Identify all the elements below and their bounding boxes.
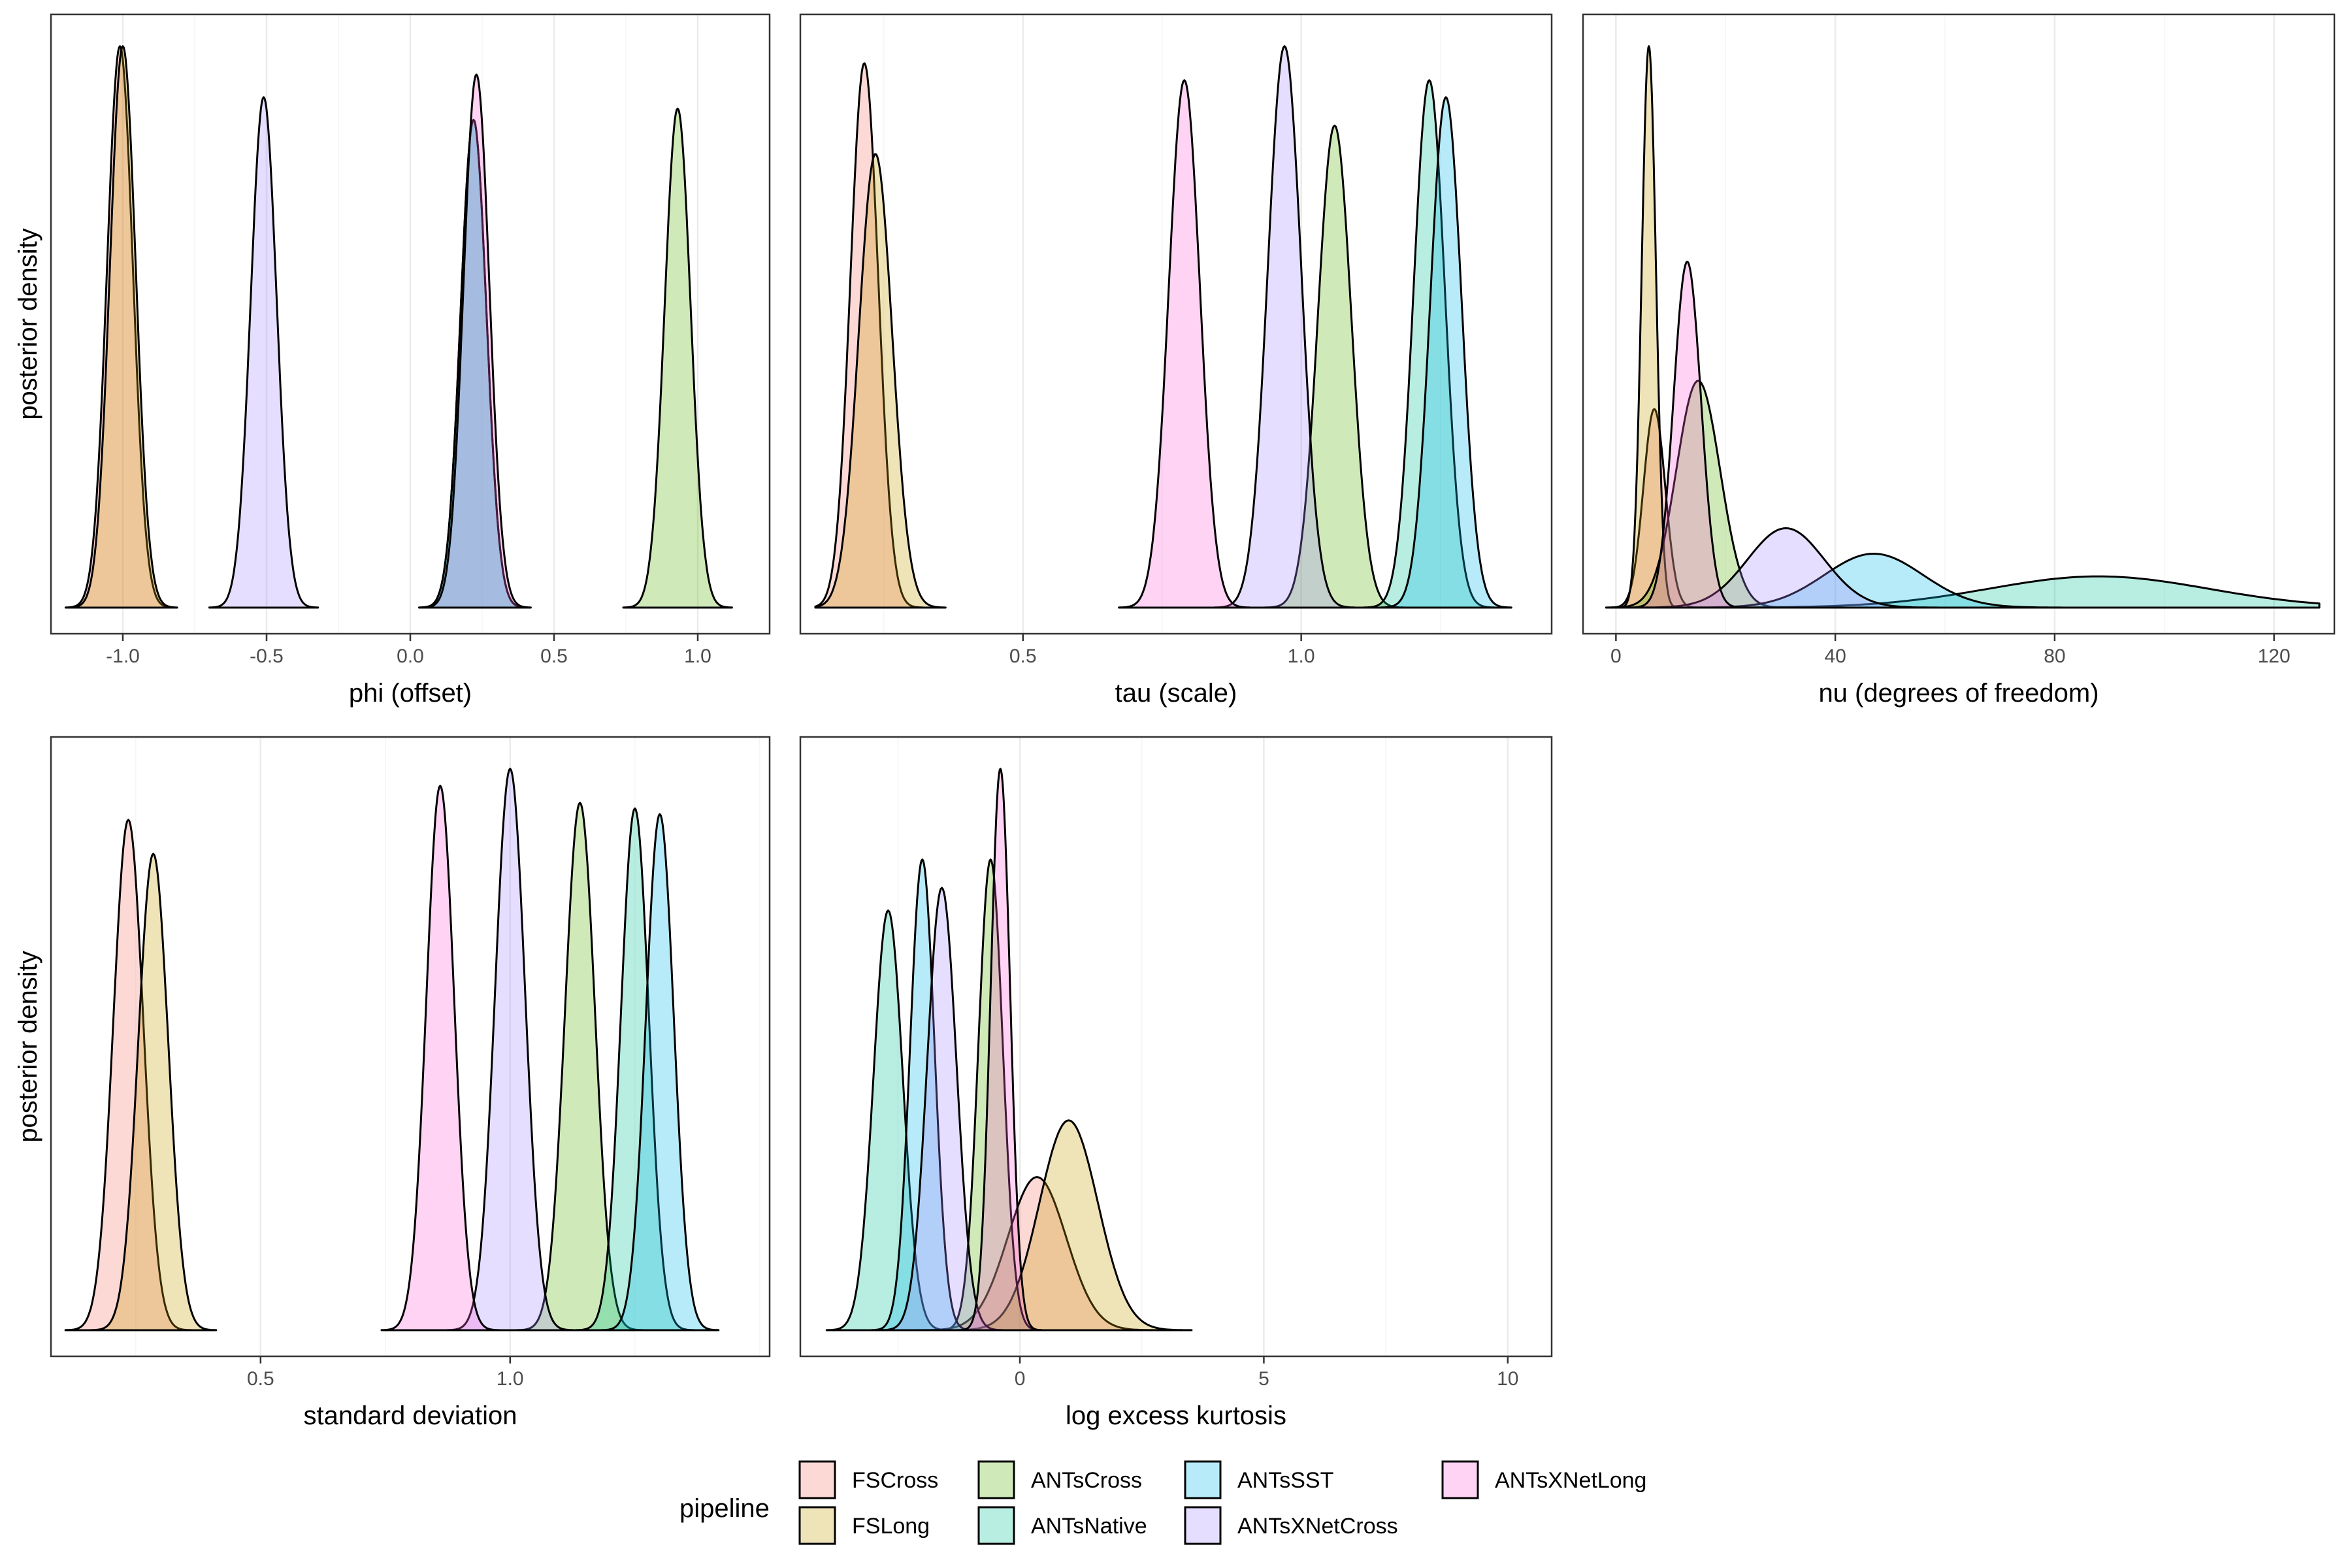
- density-ANTsXNetLong: [380, 785, 500, 1331]
- density-ANTsXNetCross: [879, 887, 1005, 1331]
- legend-key-background: [1184, 1506, 1222, 1545]
- density-ANTsXNetLong: [958, 768, 1043, 1331]
- x-tick-label: 1.0: [1288, 645, 1315, 667]
- legend-item-FSCross: FSCross: [798, 1460, 938, 1499]
- density-FSLong: [67, 45, 178, 609]
- x-tick-label: 40: [1824, 645, 1846, 667]
- panel-kurtosis: 0 5 10 log excess kurtosis: [799, 736, 1553, 1430]
- x-tick-label: 0.5: [1009, 645, 1037, 667]
- x-tick-label: 1.0: [684, 645, 711, 667]
- x-tick-label: 0.5: [247, 1368, 274, 1390]
- x-tick-label: 10: [1497, 1368, 1518, 1390]
- legend: pipeline FSCross FSLong ANTsCross ANTsNativ…: [679, 1460, 1646, 1545]
- density-FSLong: [89, 853, 218, 1331]
- density-ANTsXNetCross: [1213, 45, 1356, 609]
- density-ANTsCross: [516, 802, 644, 1331]
- legend-item-ANTsCross: ANTsCross: [977, 1460, 1142, 1499]
- density-ANTsCross: [622, 107, 733, 609]
- density-ANTsNative: [575, 807, 695, 1331]
- density-ANTsSST: [418, 119, 529, 609]
- legend-key-background: [798, 1506, 836, 1545]
- density-FSCross: [64, 819, 193, 1331]
- density-FSLong: [814, 153, 947, 609]
- density-ANTsXNetCross: [1624, 527, 1948, 609]
- legend-label: FSCross: [852, 1468, 938, 1493]
- legend-swatch: [1441, 1460, 1479, 1499]
- legend-swatch: [977, 1460, 1015, 1499]
- legend-item-ANTsXNetLong: ANTsXNetLong: [1441, 1460, 1646, 1499]
- panel-background: [800, 737, 1552, 1356]
- legend-key-background: [977, 1506, 1015, 1545]
- density-ANTsSST: [870, 858, 975, 1331]
- x-tick-label: -1.0: [106, 645, 140, 667]
- x-axis-title: standard deviation: [304, 1401, 517, 1430]
- x-axis-title: log excess kurtosis: [1066, 1401, 1286, 1430]
- legend-items: FSCross FSLong ANTsCross ANTsNative ANTsSST A…: [798, 1460, 1646, 1545]
- y-axis-title: posterior density: [14, 951, 42, 1142]
- density-ANTsXNetLong: [421, 73, 532, 609]
- legend-item-ANTsSST: ANTsSST: [1184, 1460, 1333, 1499]
- density-FSCross: [913, 1176, 1161, 1331]
- legend-key-background: [977, 1460, 1015, 1499]
- panel-nu: 0 40 80 120 nu (degrees of freedom): [1582, 13, 2336, 708]
- x-tick-label: 120: [2258, 645, 2291, 667]
- panel-border: [799, 13, 1553, 635]
- x-tick-label: -0.5: [250, 645, 284, 667]
- density-ANTsXNetLong: [1628, 261, 1746, 609]
- panel-border: [799, 736, 1553, 1358]
- legend-label: ANTsXNetCross: [1237, 1514, 1398, 1539]
- x-tick-label: 80: [2044, 645, 2065, 667]
- x-tick-label: 0.0: [397, 645, 424, 667]
- density-FSLong: [1618, 45, 1680, 609]
- x-tick-label: 0: [1610, 645, 1622, 667]
- density-ANTsSST: [600, 813, 720, 1331]
- density-ANTsSST: [1379, 96, 1512, 609]
- x-tick-label: 1.0: [497, 1368, 524, 1390]
- density-ANTsXNetLong: [1118, 79, 1251, 609]
- density-ANTsXNetCross: [446, 768, 574, 1331]
- x-axis-title: tau (scale): [1115, 679, 1237, 708]
- panels: -1.0 -0.5 0.0 0.5 1.0 phi (offset) posterior d…: [14, 13, 2336, 1430]
- legend-label: ANTsCross: [1031, 1468, 1142, 1493]
- y-axis-title: posterior density: [14, 228, 42, 419]
- legend-key-background: [1441, 1460, 1479, 1499]
- legend-label: FSLong: [852, 1514, 930, 1539]
- x-tick-label: 0.5: [540, 645, 568, 667]
- legend-item-FSLong: FSLong: [798, 1506, 930, 1545]
- legend-swatch: [798, 1460, 836, 1499]
- x-tick-label: 0: [1015, 1368, 1026, 1390]
- legend-swatch: [1184, 1460, 1222, 1499]
- legend-title: pipeline: [679, 1494, 770, 1523]
- legend-item-ANTsNative: ANTsNative: [977, 1506, 1147, 1545]
- panel-sd: 0.5 1.0 standard deviation posterior densit…: [14, 736, 771, 1430]
- legend-swatch: [798, 1506, 836, 1545]
- density-ANTsNative: [825, 909, 951, 1331]
- legend-key-background: [798, 1460, 836, 1499]
- legend-label: ANTsNative: [1031, 1514, 1147, 1539]
- density-ANTsNative: [1362, 79, 1496, 609]
- panel-border: [50, 736, 771, 1358]
- density-FSCross: [64, 45, 176, 609]
- panel-background: [1583, 14, 2334, 634]
- legend-swatch: [1184, 1506, 1222, 1545]
- panel-border: [1582, 13, 2336, 635]
- legend-key-background: [1184, 1460, 1222, 1499]
- panel-tau: 0.5 1.0 tau (scale): [799, 13, 1553, 708]
- panel-phi: -1.0 -0.5 0.0 0.5 1.0 phi (offset) posterior d…: [14, 13, 771, 708]
- x-axis-title: nu (degrees of freedom): [1818, 679, 2099, 708]
- x-axis-title: phi (offset): [349, 679, 472, 708]
- legend-label: ANTsXNetLong: [1495, 1468, 1646, 1493]
- density-FSCross: [814, 62, 924, 609]
- density-ANTsXNetCross: [208, 96, 319, 609]
- panel-background: [800, 14, 1552, 634]
- x-tick-label: 5: [1258, 1368, 1269, 1390]
- legend-item-ANTsXNetCross: ANTsXNetCross: [1184, 1506, 1398, 1545]
- legend-label: ANTsSST: [1237, 1468, 1333, 1493]
- legend-swatch: [977, 1506, 1015, 1545]
